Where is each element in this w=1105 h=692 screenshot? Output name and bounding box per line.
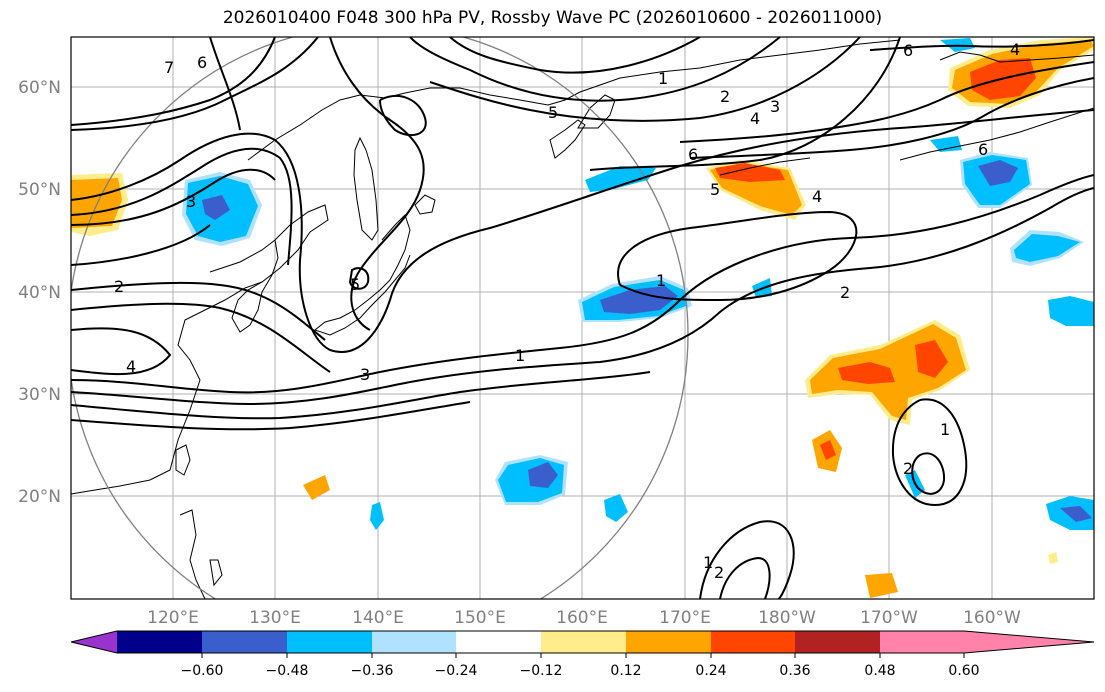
lon-label: 130°E (249, 608, 301, 628)
contour-label: 5 (710, 180, 720, 199)
colorbar-right-extension (964, 631, 1094, 653)
lat-label: 40°N (18, 283, 61, 303)
colorbar-segment (541, 631, 626, 653)
positive-anomaly (838, 362, 895, 384)
contour-label: 2 (903, 459, 913, 478)
contour-label: 6 (903, 41, 913, 60)
positive-anomaly (820, 440, 836, 460)
negative-anomaly (1014, 234, 1080, 262)
colorbar-segment (287, 631, 372, 653)
colorbar-segment (880, 631, 964, 653)
pv-contours (71, 37, 1094, 599)
positive-anomaly (1048, 552, 1058, 564)
colorbar-ticks (201, 653, 965, 658)
lat-label: 20°N (18, 487, 61, 507)
contour-label: 2 (840, 283, 850, 302)
latitude-labels: 60°N 50°N 40°N 30°N 20°N (18, 78, 61, 507)
contour-label: 3 (770, 97, 780, 116)
negative-anomaly (930, 136, 962, 152)
contour-label: 2 (714, 563, 724, 582)
lat-label: 60°N (18, 78, 61, 98)
map-frame (70, 36, 1095, 600)
lat-label: 50°N (18, 180, 61, 200)
negative-anomaly (604, 494, 628, 522)
contour-label: 1 (658, 69, 668, 88)
negative-anomaly (600, 286, 678, 314)
contour-label: 3 (360, 365, 370, 384)
colorbar-segment (372, 631, 456, 653)
colorbar-tick-label: −0.12 (520, 663, 563, 679)
colorbar-tick-label: −0.36 (351, 663, 394, 679)
contour-label-group: 7 6 3 2 4 3 1 1 5 4 2 6 1 2 3 4 6 6 4 5 … (114, 40, 1020, 582)
contour-label: 4 (812, 187, 822, 206)
negative-anomaly (202, 195, 230, 220)
negative-anomaly (528, 462, 558, 488)
colorbar-segment (795, 631, 880, 653)
colorbar-segment (456, 631, 541, 653)
negative-anomaly (1060, 506, 1092, 522)
contour-label: 7 (164, 58, 174, 77)
map-title: 2026010400 F048 300 hPa PV, Rossby Wave … (222, 8, 883, 28)
contour-label: 5 (350, 275, 360, 294)
lon-label: 150°E (454, 608, 506, 628)
colorbar-tick-label: 0.48 (864, 663, 895, 679)
colorbar-tick-label: −0.60 (181, 663, 224, 679)
contour-label: 3 (186, 192, 196, 211)
colorbar-left-extension (71, 631, 117, 653)
positive-anomaly (915, 340, 948, 378)
colorbar-tick-label: 0.12 (610, 663, 641, 679)
positive-anomaly (865, 573, 898, 598)
colorbar-segment (711, 631, 795, 653)
positive-anomaly (303, 475, 330, 500)
lon-label: 160°W (963, 608, 1021, 628)
contour-label: 4 (750, 109, 760, 128)
lon-label: 180°W (758, 608, 816, 628)
contour-label: 1 (515, 346, 525, 365)
colorbar-tick-label: 0.60 (948, 663, 979, 679)
contour-label: 6 (197, 53, 207, 72)
positive-anomaly (71, 178, 122, 228)
contour-label: 4 (126, 357, 136, 376)
colorbar-tick-label: −0.48 (266, 663, 309, 679)
colorbar-tick-label: −0.24 (435, 663, 478, 679)
negative-anomaly (585, 166, 656, 192)
longitude-labels: 120°E 130°E 140°E 150°E 160°E 170°E 180°… (147, 608, 1021, 628)
negative-anomaly (978, 160, 1018, 186)
contour-label: 6 (978, 140, 988, 159)
contour-label: 5 (548, 103, 558, 122)
colorbar-tick-label: 0.24 (695, 663, 726, 679)
negative-anomaly (1048, 296, 1094, 326)
colorbar-outline (70, 630, 1095, 654)
colorbar: −0.60 −0.48 −0.36 −0.24 −0.12 0.12 0.24 … (70, 630, 1095, 679)
lon-label: 170°W (860, 608, 918, 628)
contour-label: 2 (114, 277, 124, 296)
contour-label: 4 (1010, 40, 1020, 59)
positive-anomaly (715, 163, 785, 182)
negative-anomaly (370, 502, 384, 530)
contour-label: 1 (656, 271, 666, 290)
colorbar-segment (626, 631, 711, 653)
contour-label: 1 (940, 420, 950, 439)
contour-label: 6 (688, 145, 698, 164)
colorbar-segment (202, 631, 287, 653)
contour-label: 1 (703, 553, 713, 572)
lon-label: 120°E (147, 608, 199, 628)
colorbar-segment (117, 631, 202, 653)
lon-label: 140°E (352, 608, 404, 628)
lon-label: 160°E (556, 608, 608, 628)
lat-label: 30°N (18, 385, 61, 405)
colorbar-tick-label: 0.36 (779, 663, 810, 679)
contour-label: 2 (720, 87, 730, 106)
lon-label: 170°E (659, 608, 711, 628)
